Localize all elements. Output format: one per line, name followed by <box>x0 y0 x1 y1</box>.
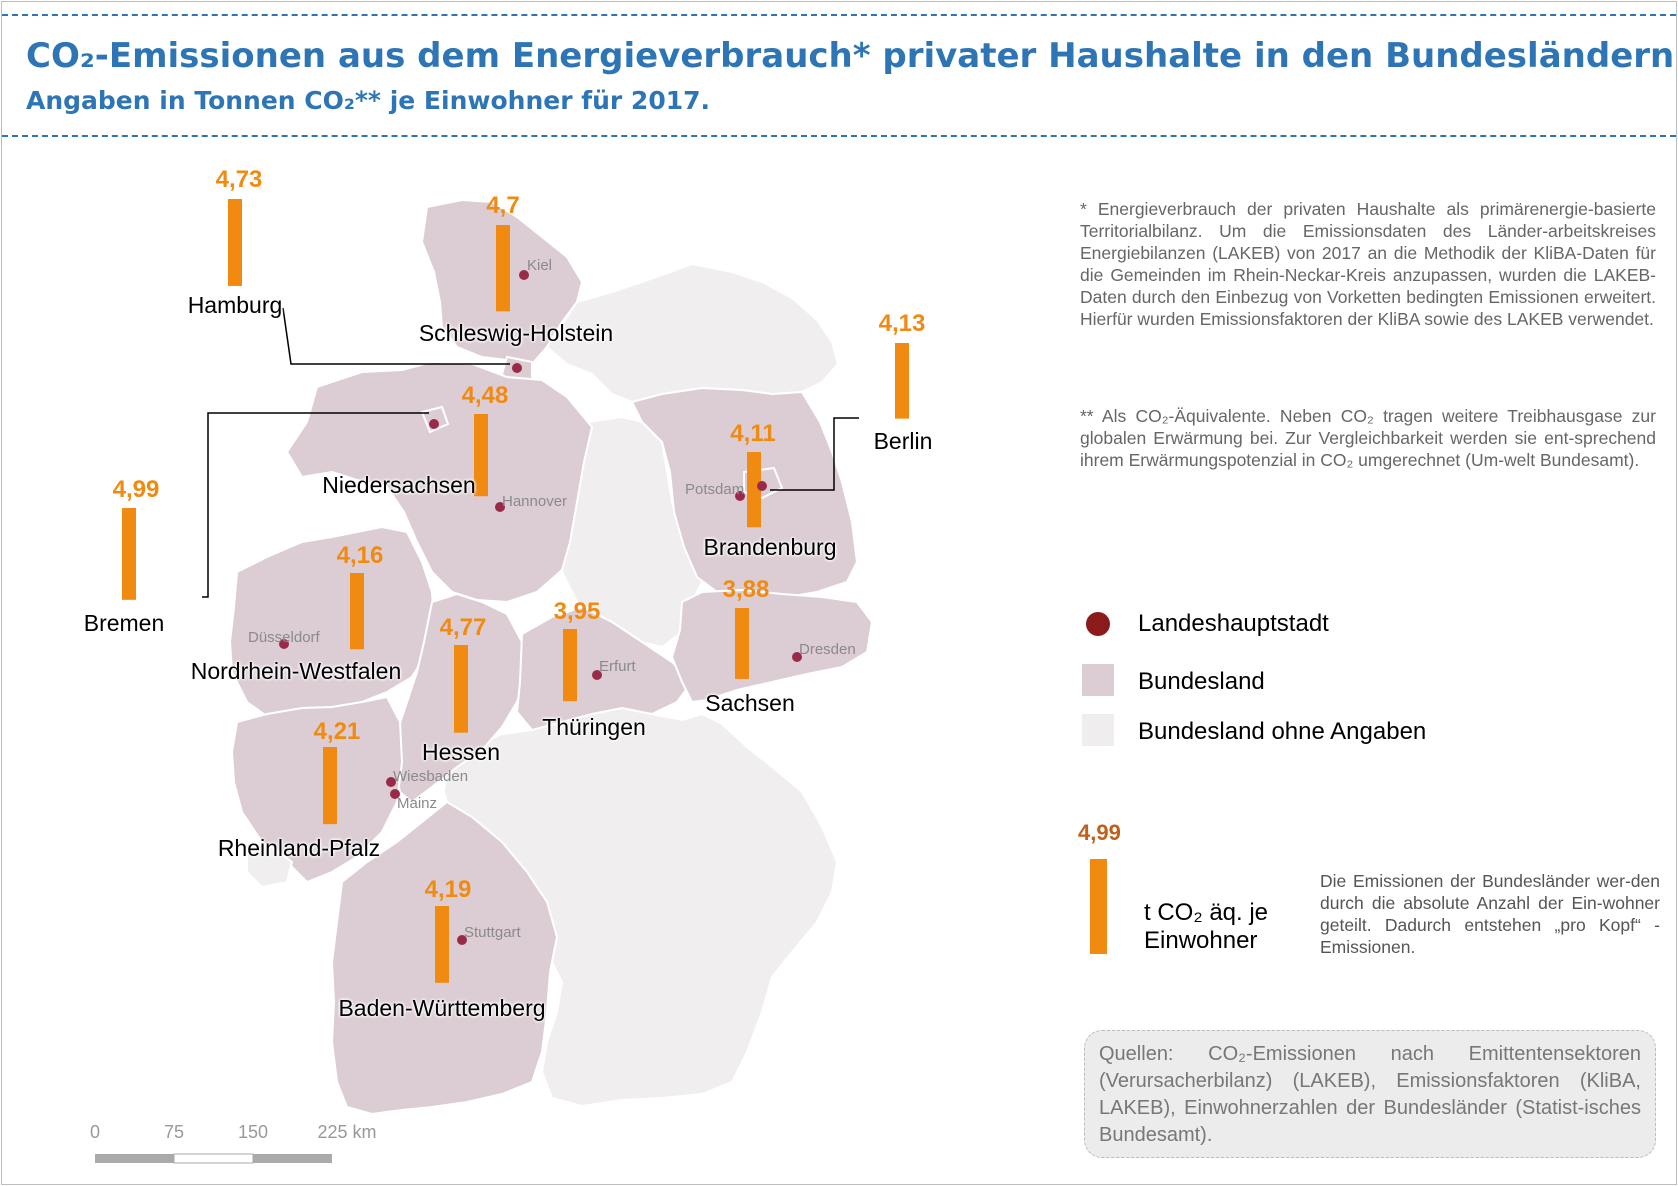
value-bar-rheinland-pfalz <box>323 747 337 825</box>
value-bar-baden-wuerttemberg <box>435 906 449 983</box>
state-label-baden-wuerttemberg: Baden-Württemberg <box>338 995 546 1021</box>
city-dot-berlin <box>757 481 767 491</box>
value-bar-nordrhein-westfalen <box>350 573 364 650</box>
legend-unit: t CO₂ äq. je Einwohner <box>1144 899 1268 955</box>
legend-no-data-swatch <box>1082 714 1114 746</box>
sources-box: Quellen: CO₂-Emissionen nach Emittentens… <box>1084 1030 1656 1158</box>
header-divider <box>2 135 1676 137</box>
legend-state-label: Bundesland <box>1138 668 1265 695</box>
value-label-nordrhein-westfalen: 4,16 <box>336 542 384 569</box>
city-label-duesseldorf: Düsseldorf <box>248 629 320 646</box>
scale-label-225: 225 km <box>317 1122 377 1142</box>
city-label-stuttgart: Stuttgart <box>464 924 521 941</box>
leader-lines <box>202 307 859 598</box>
legend-description: Die Emissionen der Bundesländer wer-den … <box>1320 871 1660 957</box>
value-label-berlin: 4,13 <box>878 310 926 337</box>
city-dot-hamburg <box>512 363 522 373</box>
value-bar-hessen <box>454 645 468 733</box>
state-label-nordrhein-westfalen: Nordrhein-Westfalen <box>190 658 402 684</box>
scale-segment-3 <box>253 1154 332 1163</box>
legend-capital-dot <box>1086 612 1110 636</box>
value-bar-thueringen <box>563 629 577 702</box>
state-label-rheinland-pfalz: Rheinland-Pfalz <box>217 835 381 861</box>
city-dot-kiel <box>519 270 529 280</box>
city-dot-stuttgart <box>457 935 467 945</box>
value-bar-berlin <box>895 343 909 419</box>
city-label-dresden: Dresden <box>799 641 856 658</box>
value-bar-schleswig-holstein <box>496 225 510 312</box>
leader-line-hamburg <box>282 307 510 365</box>
page-subtitle: Angaben in Tonnen CO₂** je Einwohner für… <box>26 86 711 115</box>
city-dot-mainz <box>390 789 400 799</box>
state-label-niedersachsen: Niedersachsen <box>322 472 476 498</box>
city-dots <box>279 270 802 945</box>
footnote-energy: * Energieverbrauch der privaten Haushalt… <box>1080 199 1656 329</box>
city-dot-bremen <box>429 419 439 429</box>
city-dot-erfurt <box>592 670 602 680</box>
city-label-potsdam: Potsdam <box>685 481 745 498</box>
legend-unit-line2: Einwohner <box>1144 927 1258 954</box>
city-dot-wiesbaden <box>386 777 396 787</box>
state-shape-niedersachsen <box>285 360 594 604</box>
value-label-rheinland-pfalz: 4,21 <box>313 718 361 745</box>
city-label-mainz: Mainz <box>397 795 438 812</box>
state-label-schleswig-holstein: Schleswig-Holstein <box>418 320 614 346</box>
state-label-bremen: Bremen <box>83 610 165 636</box>
city-dot-potsdam <box>735 491 745 501</box>
city-label-erfurt: Erfurt <box>599 658 636 675</box>
value-bar-niedersachsen <box>474 414 488 497</box>
state-label-hamburg: Hamburg <box>187 292 283 318</box>
footnote-co2-equivalents: ** Als CO₂-Äquivalente. Neben CO₂ tragen… <box>1080 406 1656 470</box>
value-label-niedersachsen: 4,48 <box>461 382 509 409</box>
state-shape-saarland <box>246 840 294 889</box>
city-dot-dresden <box>792 652 802 662</box>
city-dot-duesseldorf <box>279 639 289 649</box>
legend-state-swatch <box>1082 664 1114 696</box>
scale-label-150: 150 <box>237 1122 269 1142</box>
city-dot-hannover <box>495 502 505 512</box>
legend-capital-label: Landeshauptstadt <box>1138 610 1329 637</box>
value-label-brandenburg: 4,11 <box>730 420 776 447</box>
value-label-sachsen: 3,88 <box>722 576 770 603</box>
value-label-baden-wuerttemberg: 4,19 <box>424 876 472 903</box>
state-shape-thueringen <box>515 605 694 732</box>
scale-label-0: 0 <box>89 1122 101 1142</box>
state-shape-mecklenburg-vorpommern <box>545 262 840 404</box>
legend-unit-line1: t CO₂ äq. je <box>1144 899 1269 926</box>
scale-bar <box>95 1153 332 1164</box>
value-label-thueringen: 3,95 <box>553 598 601 625</box>
value-label-hessen: 4,77 <box>439 614 487 641</box>
state-label-thueringen: Thüringen <box>542 714 646 740</box>
state-label-berlin: Berlin <box>873 428 933 454</box>
value-label-schleswig-holstein: 4,7 <box>486 192 520 219</box>
state-label-sachsen: Sachsen <box>705 690 795 716</box>
state-shape-sachsen <box>670 588 874 704</box>
leader-line-bremen <box>202 412 429 598</box>
value-label-bremen: 4,99 <box>112 476 160 503</box>
page-title: CO₂-Emissionen aus dem Energieverbrauch*… <box>26 36 1677 76</box>
state-shape-nordrhein-westfalen <box>228 525 436 722</box>
value-bar-brandenburg <box>747 452 761 528</box>
scale-segment-1 <box>95 1154 174 1163</box>
legend-sample-value: 4,99 <box>1078 820 1121 845</box>
value-bar-sachsen <box>735 608 749 679</box>
state-label-hessen: Hessen <box>422 739 500 765</box>
leader-line-berlin <box>770 417 859 491</box>
scale-segment-2 <box>173 1153 254 1164</box>
state-label-brandenburg: Brandenburg <box>703 534 837 560</box>
value-bar-hamburg <box>228 199 242 286</box>
value-bars <box>122 199 909 983</box>
city-label-wiesbaden: Wiesbaden <box>393 768 469 785</box>
city-label-hannover: Hannover <box>502 493 568 510</box>
state-shape-rheinland-pfalz <box>230 695 404 884</box>
top-divider <box>2 14 1676 16</box>
value-label-hamburg: 4,73 <box>215 166 263 193</box>
city-label-kiel: Kiel <box>527 257 553 274</box>
legend-no-data-label: Bundesland ohne Angaben <box>1138 718 1427 745</box>
value-bar-bremen <box>122 508 136 600</box>
scale-label-75: 75 <box>163 1122 185 1142</box>
legend-sample-bar <box>1090 859 1107 954</box>
